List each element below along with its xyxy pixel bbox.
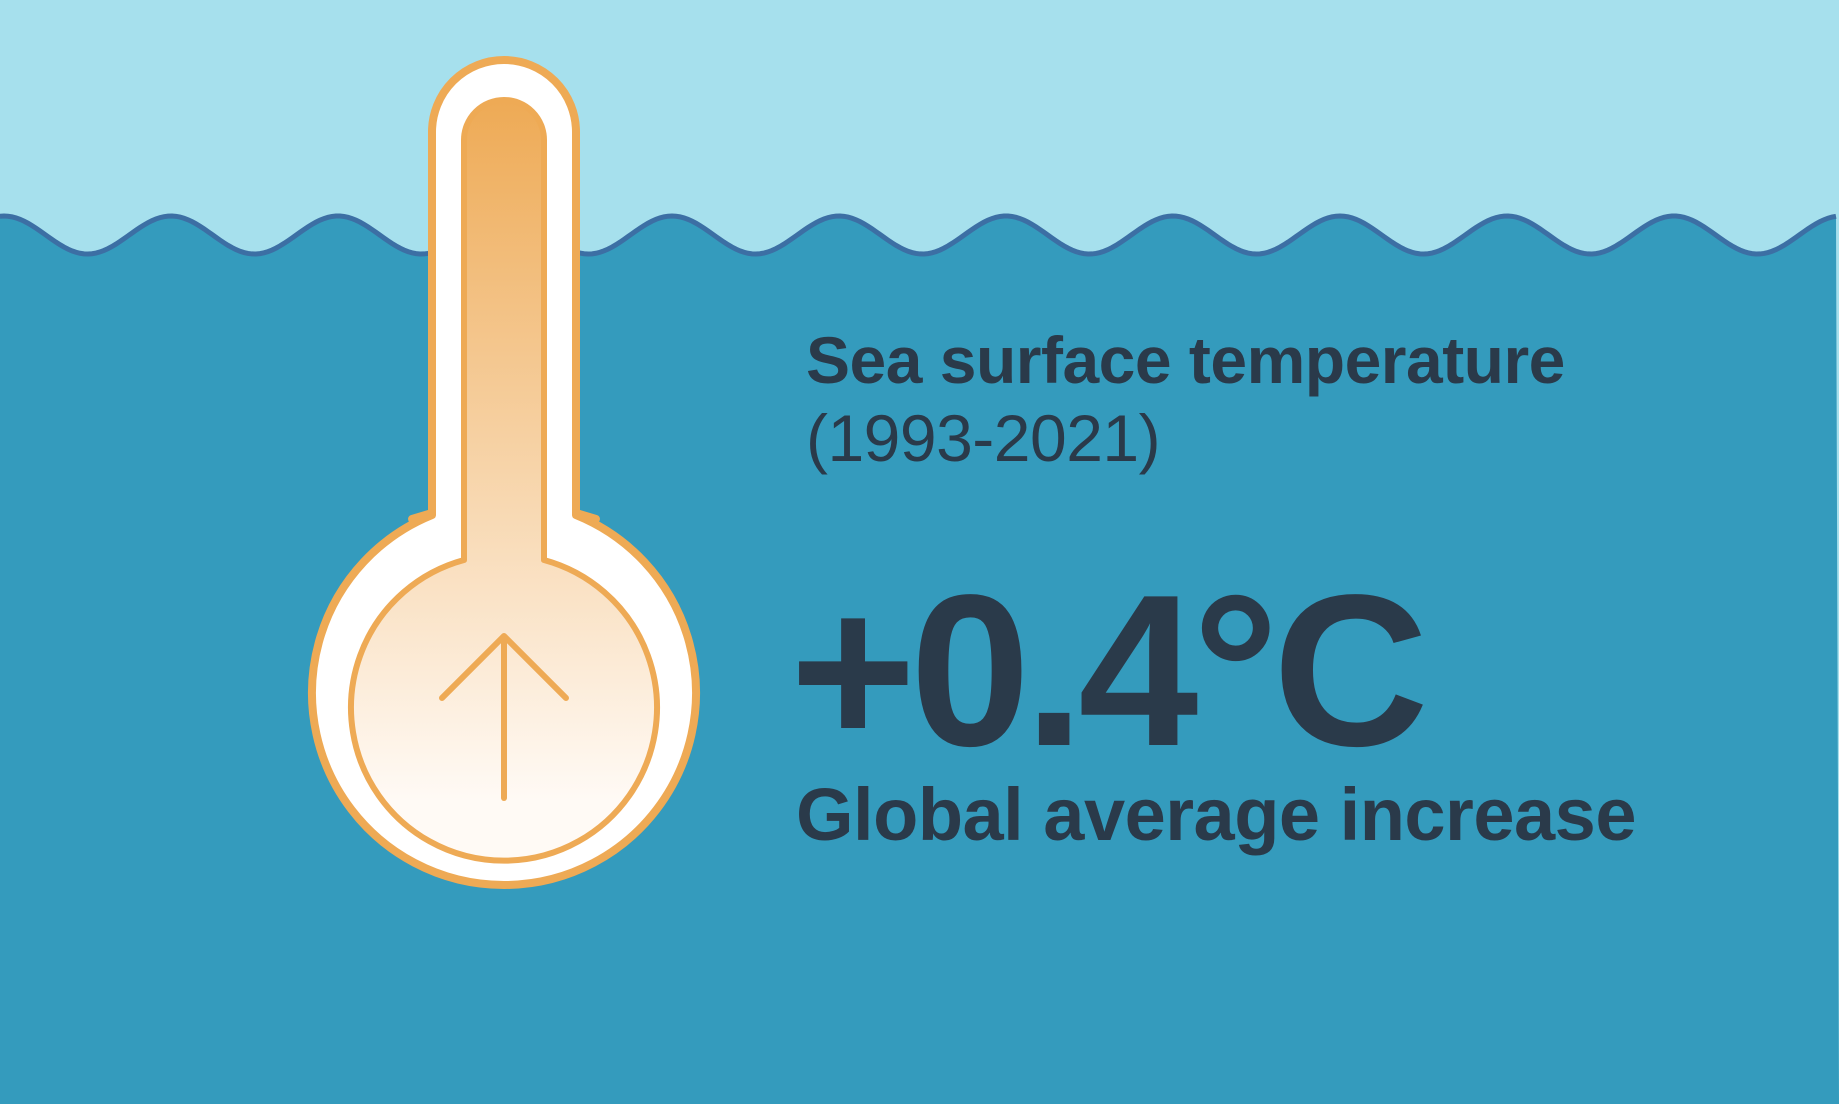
wave-line — [0, 213, 1837, 257]
thermometer-fluid — [348, 97, 660, 864]
arrow-up-icon — [439, 633, 569, 801]
value-caption: Global average increase — [796, 773, 1636, 856]
title-line-2: (1993-2021) — [806, 401, 1161, 475]
temperature-increase-value: +0.4°C — [790, 549, 1429, 791]
thermometer-icon — [308, 56, 700, 889]
thermometer-tick-right — [572, 509, 600, 523]
title-line-1: Sea surface temperature — [806, 323, 1565, 397]
thermometer-tick-left — [408, 509, 436, 523]
